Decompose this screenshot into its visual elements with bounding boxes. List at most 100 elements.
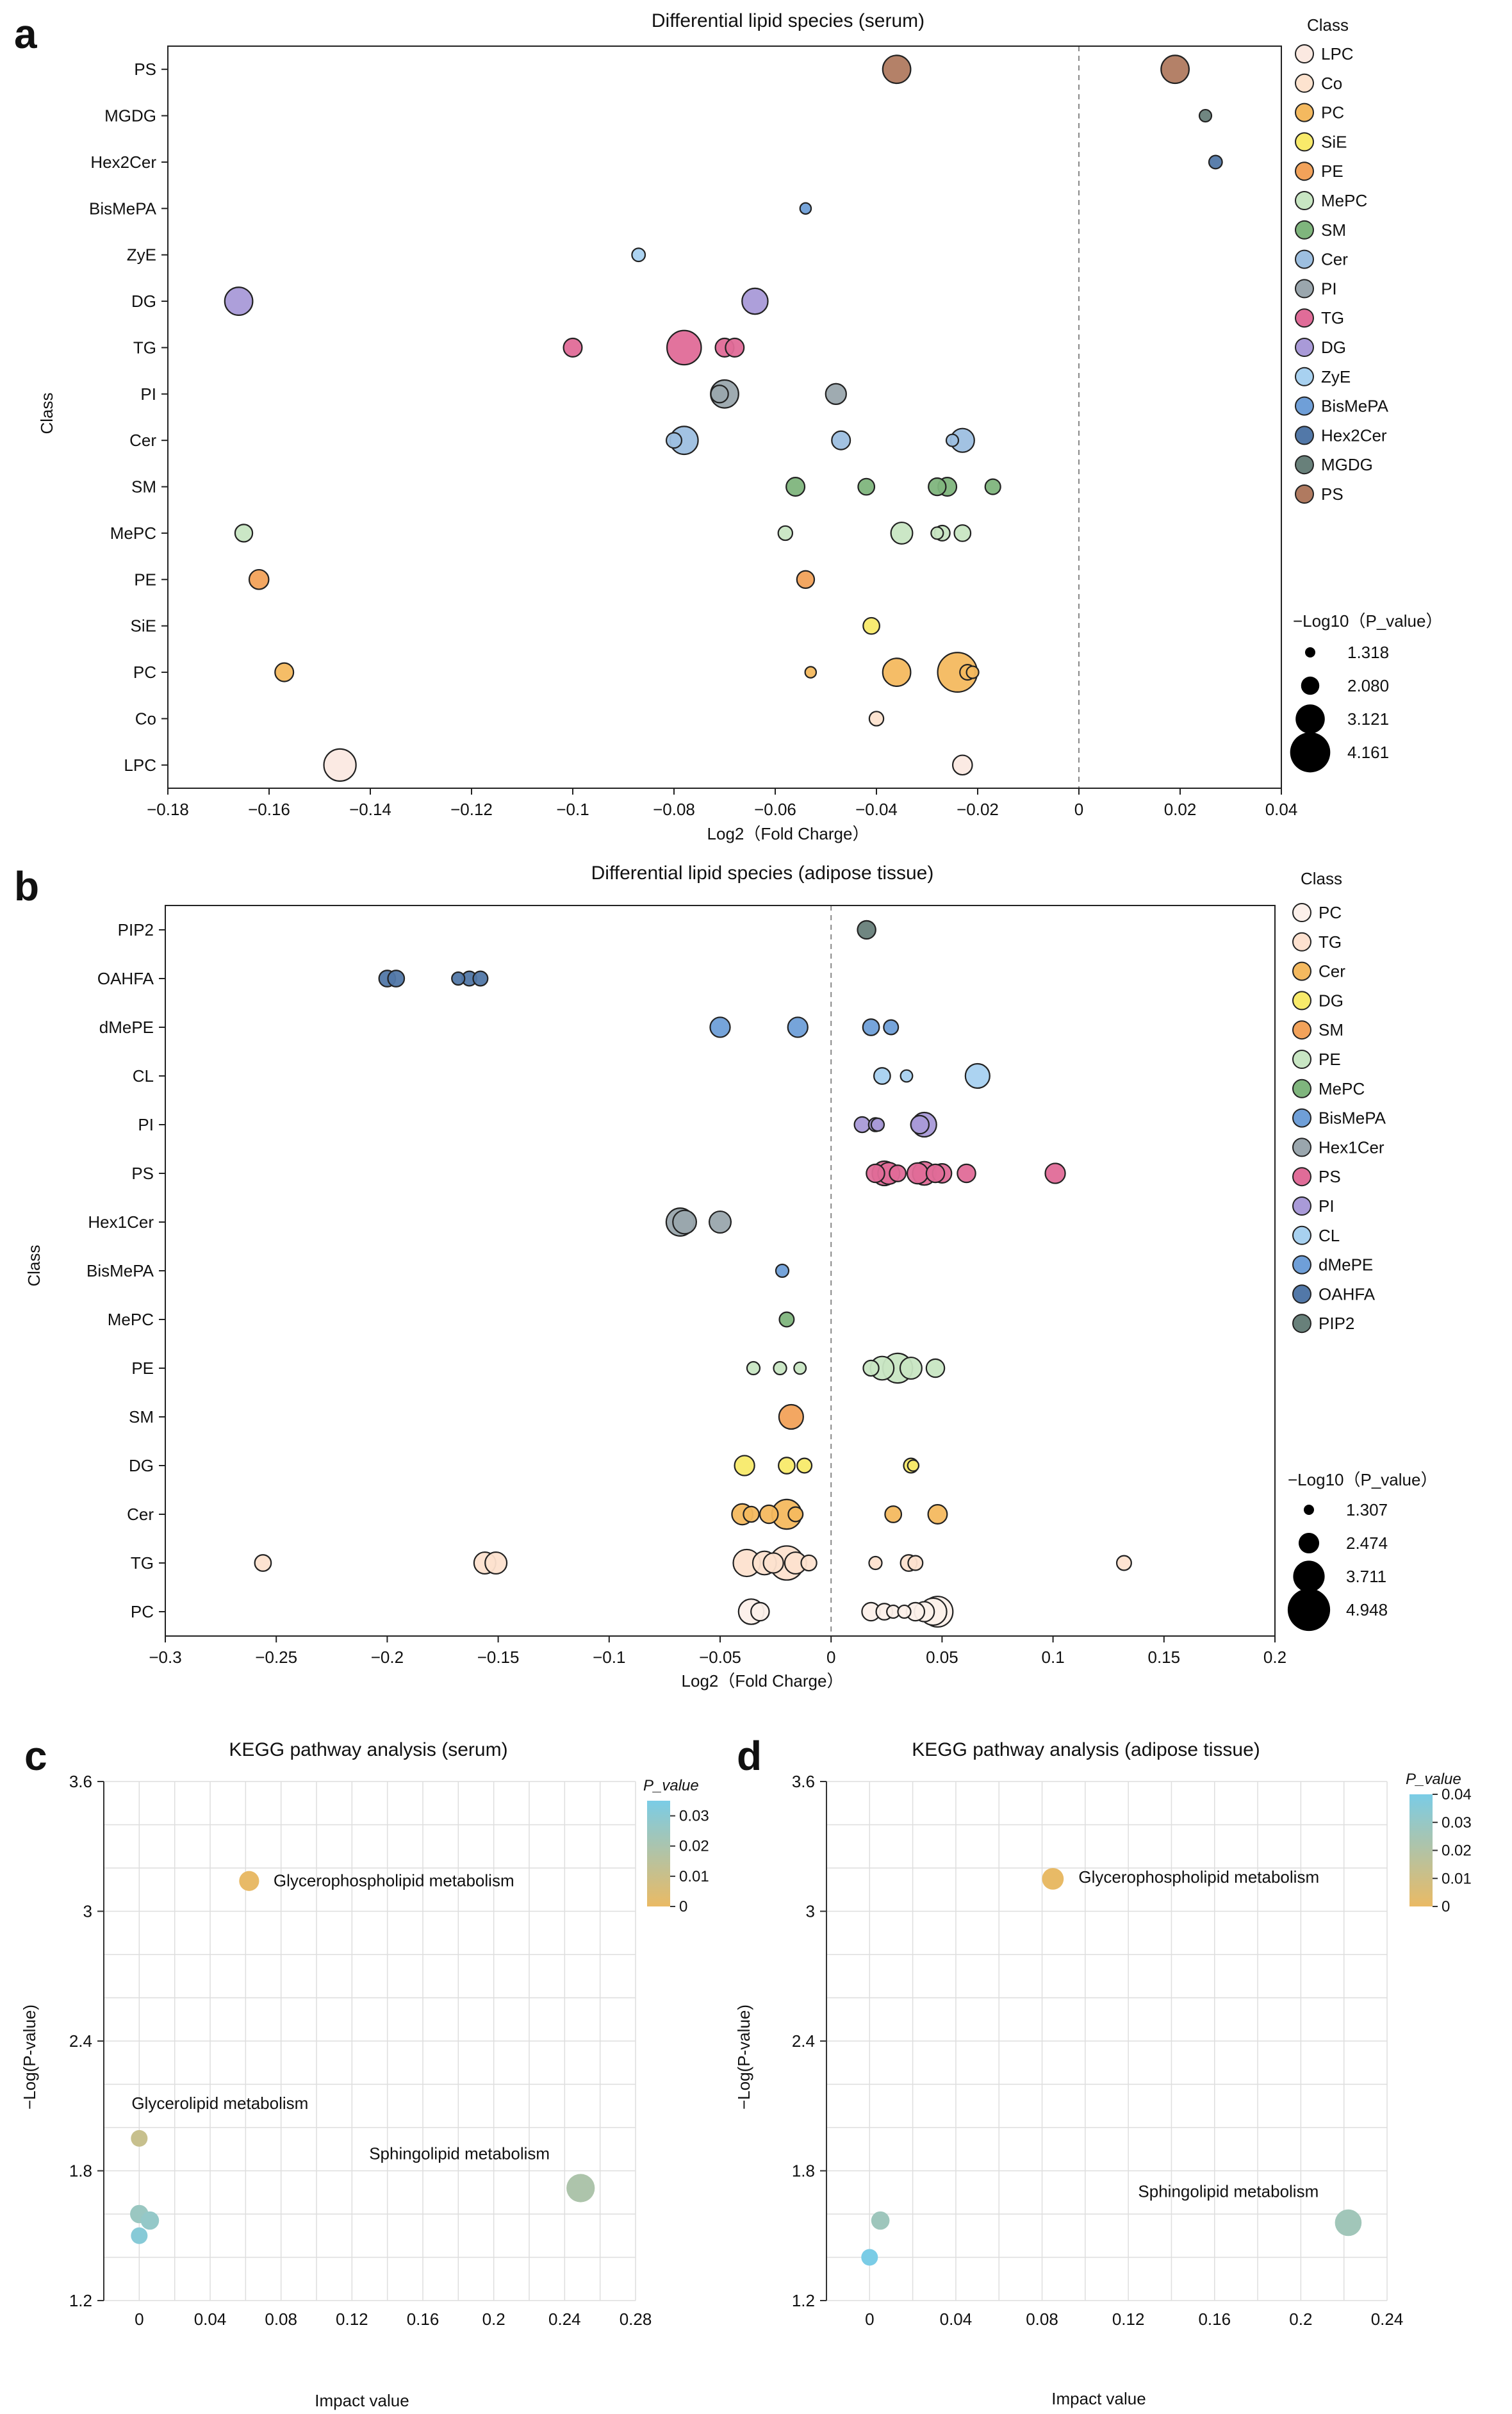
pathway-point — [140, 2211, 160, 2230]
data-points — [224, 54, 1223, 782]
bubble-dg — [907, 1459, 920, 1472]
bubble-tg — [484, 1551, 508, 1575]
legend-swatch-sie — [1295, 132, 1314, 152]
y-tick-label-pip2: PIP2 — [118, 920, 154, 939]
x-tick-label: −0.04 — [855, 800, 898, 819]
y-tick-label-ps: PS — [131, 1164, 154, 1183]
class-legend: LPC Co PC SiE PE MePC SM Cer PI TG DG ZyE BisMePA Hex… — [1295, 44, 1389, 504]
x-axis-label: Log2（Fold Charge） — [707, 824, 869, 843]
x-tick-label: −0.05 — [699, 1648, 741, 1667]
bubble-bismepa — [775, 1263, 790, 1278]
bubble-cl — [873, 1067, 891, 1085]
y-tick-label-tg: TG — [131, 1553, 154, 1573]
legend-swatch-dmepe — [1292, 1255, 1311, 1275]
colorbar-title: P_value — [1406, 1771, 1461, 1788]
legend-label-sie: SiE — [1321, 132, 1347, 151]
y-tick-label-hex2cer: Hex2Cer — [90, 153, 156, 172]
bubble-ps — [925, 1163, 946, 1184]
size-legend-dot — [1287, 1588, 1331, 1632]
size-legend-dot — [1305, 647, 1315, 657]
y-tick-label-pc: PC — [133, 663, 156, 682]
y-tick-label-sm: SM — [129, 1407, 154, 1426]
panel-c-kegg-serum: KEGG pathway analysis (serum) 0 0.04 0.08 0… — [20, 1739, 709, 2410]
y-ticks: 1.2 1.8 2.4 3 3.6 — [69, 1772, 104, 2310]
y-tick-label: 3 — [806, 1902, 815, 1921]
bubble-dmepe — [787, 1016, 809, 1038]
bubble-pe — [248, 568, 270, 590]
legend-swatch-pc — [1295, 103, 1314, 122]
size-legend-dot — [1293, 1560, 1325, 1592]
colorbar-tick-label: 0 — [679, 1898, 687, 1915]
bubble-tg — [254, 1554, 272, 1572]
plot-frame — [167, 45, 1282, 789]
bubble-dmepe — [883, 1019, 900, 1036]
bubble-tg — [725, 337, 745, 358]
legend-label-lpc: LPC — [1321, 44, 1354, 63]
colorbar-tick-label: 0.04 — [1442, 1786, 1472, 1803]
x-tick-label: 0.24 — [548, 2310, 581, 2329]
bubble-sm — [857, 477, 876, 496]
chart-title: Differential lipid species (adipose tiss… — [591, 863, 934, 884]
x-tick-label: −0.3 — [149, 1648, 181, 1667]
legend-label-ps: PS — [1319, 1167, 1341, 1186]
x-tick-label: 0.02 — [1164, 800, 1197, 819]
x-tick-label: 0.05 — [926, 1648, 958, 1667]
legend-label-ps: PS — [1321, 484, 1344, 504]
legend-title: Class — [1301, 869, 1342, 888]
chart-title: KEGG pathway analysis (serum) — [229, 1739, 507, 1760]
bubble-pe — [746, 1360, 761, 1376]
y-tick-label-cer: Cer — [129, 431, 156, 450]
bubble-dg — [224, 286, 254, 316]
legend-swatch-dg — [1292, 991, 1311, 1011]
legend-label-bismepa: BisMePA — [1319, 1109, 1386, 1128]
bubble-dmepe — [709, 1016, 731, 1038]
size-legend-title: −Log10（P_value） — [1288, 1470, 1437, 1489]
legend-label-hex2cer: Hex2Cer — [1321, 426, 1387, 445]
data-points: Glycerophospholipid metabolism Sphingolip… — [861, 1867, 1362, 2266]
bubble-hex1cer — [672, 1209, 697, 1235]
x-tick-label: 0.12 — [1112, 2310, 1145, 2329]
bubble-tg — [666, 329, 702, 366]
colorbar-tick-label: 0.01 — [1442, 1870, 1472, 1887]
legend-swatch-cer — [1295, 249, 1314, 269]
x-tick-label: 0.04 — [1265, 800, 1298, 819]
x-tick-label: 0.28 — [620, 2310, 652, 2329]
bubble-sm — [928, 477, 947, 497]
bubble-bismepa — [799, 202, 812, 215]
bubble-tg — [1115, 1555, 1132, 1571]
bubble-tg — [800, 1554, 818, 1572]
legend-label-pi: PI — [1319, 1196, 1335, 1216]
y-axis-label: Class — [24, 1244, 44, 1286]
x-axis-label: Impact value — [1051, 2389, 1146, 2408]
legend-label-hex1cer: Hex1Cer — [1319, 1137, 1385, 1157]
x-tick-label: −0.16 — [248, 800, 290, 819]
y-tick-label-bismepa: BisMePA — [86, 1261, 154, 1280]
legend-label-cer: Cer — [1319, 962, 1345, 981]
bubble-hex2cer — [1208, 154, 1223, 170]
size-legend-label: 1.307 — [1346, 1500, 1388, 1519]
bubble-pe — [793, 1361, 807, 1375]
size-legend-dot — [1301, 676, 1320, 695]
pathway-point — [871, 2211, 890, 2230]
bubble-dmepe — [862, 1018, 880, 1036]
bubble-pc — [750, 1601, 770, 1622]
colorbar-gradient — [1409, 1794, 1433, 1906]
bubble-mepc — [234, 524, 254, 543]
data-points — [254, 920, 1132, 1628]
size-legend-dot — [1290, 732, 1331, 773]
legend-label-tg: TG — [1321, 308, 1344, 327]
bubble-lpc — [323, 748, 357, 782]
pathway-point — [861, 2249, 878, 2266]
size-legend-dot — [1298, 1532, 1320, 1554]
bubble-tg — [907, 1555, 924, 1571]
bubble-pi — [710, 384, 729, 404]
y-tick-label-pe: PE — [131, 1359, 154, 1378]
legend-swatch-sm — [1295, 220, 1314, 240]
size-legend-label: 3.711 — [1346, 1567, 1386, 1586]
pathway-label-sphingolipid-metabolism: Sphingolipid metabolism — [369, 2144, 550, 2163]
legend-swatch-dg — [1295, 338, 1314, 357]
bubble-mepc — [777, 525, 794, 541]
bubble-hex1cer — [708, 1210, 732, 1234]
legend-swatch-mepc — [1292, 1079, 1311, 1098]
y-tick-label-tg: TG — [133, 338, 156, 357]
